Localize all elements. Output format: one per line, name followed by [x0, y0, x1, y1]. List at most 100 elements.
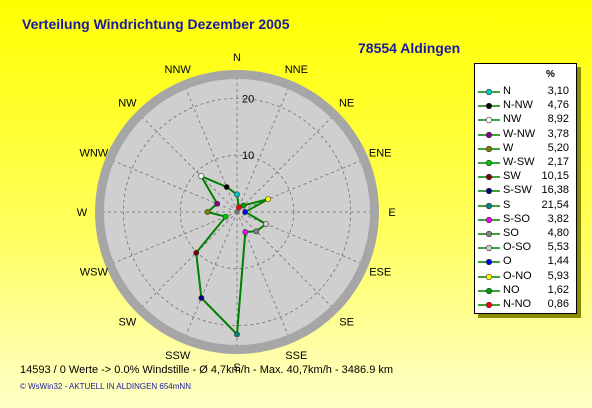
legend-item-value: 10,15 [541, 170, 569, 182]
data-point-sw [194, 250, 199, 255]
legend-item-name: O-SO [503, 241, 531, 253]
legend-item: S-SO 3,82 [475, 213, 576, 227]
direction-label-nw: NW [118, 97, 137, 109]
legend-marker-icon [478, 243, 500, 253]
data-point-s-so [243, 229, 248, 234]
data-point-nw [199, 174, 204, 179]
data-point-n-nw [224, 184, 229, 189]
legend-item-name: NW [503, 113, 521, 125]
legend-item-value: 3,82 [548, 213, 569, 225]
legend-item-value: 5,93 [548, 270, 569, 282]
legend-item-value: 4,80 [548, 227, 569, 239]
direction-label-ne: NE [339, 97, 354, 109]
legend-item-value: 3,78 [548, 128, 569, 140]
legend-item: S 21,54 [475, 199, 576, 213]
data-point-so [254, 229, 259, 234]
legend-item-name: W [503, 142, 513, 154]
data-point-n [234, 192, 239, 197]
legend-marker-icon [478, 87, 500, 97]
legend-item-value: 0,86 [548, 298, 569, 310]
legend-marker-icon [478, 229, 500, 239]
legend-item-name: N-NW [503, 99, 533, 111]
legend-marker-icon [478, 300, 500, 310]
legend-unit: % [546, 69, 555, 80]
legend-item-value: 1,62 [548, 284, 569, 296]
direction-label-w: W [77, 207, 88, 219]
legend-item: W-NW 3,78 [475, 128, 576, 142]
direction-label-ene: ENE [369, 148, 392, 160]
legend-marker-icon [478, 286, 500, 296]
data-point-s [234, 332, 239, 337]
legend-item-name: SO [503, 227, 519, 239]
direction-label-wnw: WNW [79, 148, 108, 160]
direction-label-nnw: NNW [165, 64, 192, 76]
legend-item: O-NO 5,93 [475, 270, 576, 284]
legend-item: O 1,44 [475, 255, 576, 269]
radial-tick-label-20: 20 [242, 93, 254, 105]
legend-item-name: S-SW [503, 184, 532, 196]
legend-item-value: 4,76 [548, 99, 569, 111]
legend-item: SW 10,15 [475, 170, 576, 184]
legend-item-name: O [503, 255, 512, 267]
legend-item-value: 16,38 [541, 184, 569, 196]
legend-item: NW 8,92 [475, 113, 576, 127]
data-point-s-sw [199, 295, 204, 300]
legend-marker-icon [478, 272, 500, 282]
direction-label-se: SE [339, 317, 354, 329]
legend-item-name: W-SW [503, 156, 535, 168]
legend-item-name: SW [503, 170, 521, 182]
direction-label-sse: SSE [285, 350, 307, 362]
direction-label-nne: NNE [285, 64, 308, 76]
legend-item: SO 4,80 [475, 227, 576, 241]
legend-item-value: 2,17 [548, 156, 569, 168]
legend-item: NO 1,62 [475, 284, 576, 298]
data-point-w-sw [223, 214, 228, 219]
legend-marker-icon [478, 215, 500, 225]
legend-marker-icon [478, 186, 500, 196]
legend-item: O-SO 5,53 [475, 241, 576, 255]
legend-item-name: S [503, 199, 510, 211]
legend-marker-icon [478, 201, 500, 211]
legend-item-name: W-NW [503, 128, 535, 140]
data-point-o-no [266, 197, 271, 202]
legend-item-value: 21,54 [541, 199, 569, 211]
direction-label-ese: ESE [369, 266, 391, 278]
direction-label-sw: SW [119, 317, 137, 329]
legend-item: N 3,10 [475, 85, 576, 99]
data-point-n-no [236, 205, 241, 210]
data-point-w-nw [215, 201, 220, 206]
data-point-o-so [263, 221, 268, 226]
legend-item-name: NO [503, 284, 520, 296]
legend-item-name: O-NO [503, 270, 532, 282]
legend-marker-icon [478, 172, 500, 182]
data-point-w [205, 209, 210, 214]
legend: % N 3,10 N-NW 4,76 NW 8,92 W-NW 3,78 W 5,20 W-SW 2,… [474, 63, 577, 314]
legend-marker-icon [478, 130, 500, 140]
radial-tick-label-10: 10 [242, 150, 254, 162]
footer-stats: 14593 / 0 Werte -> 0.0% Windstille - Ø 4… [20, 364, 393, 376]
legend-item-name: S-SO [503, 213, 530, 225]
data-point-o [243, 209, 248, 214]
direction-label-e: E [388, 207, 395, 219]
direction-label-ssw: SSW [165, 350, 191, 362]
legend-item-name: N [503, 85, 511, 97]
legend-item: N-NW 4,76 [475, 99, 576, 113]
footer-credit: © WsWin32 - AKTUELL IN ALDINGEN 654mNN [20, 382, 191, 391]
legend-item: W 5,20 [475, 142, 576, 156]
legend-item-value: 5,20 [548, 142, 569, 154]
legend-item-value: 3,10 [548, 85, 569, 97]
legend-marker-icon [478, 257, 500, 267]
legend-item: S-SW 16,38 [475, 184, 576, 198]
legend-item-value: 5,53 [548, 241, 569, 253]
legend-item: W-SW 2,17 [475, 156, 576, 170]
legend-marker-icon [478, 101, 500, 111]
legend-item-name: N-NO [503, 298, 531, 310]
legend-marker-icon [478, 115, 500, 125]
direction-label-n: N [233, 52, 241, 64]
legend-marker-icon [478, 144, 500, 154]
legend-item-value: 1,44 [548, 255, 569, 267]
legend-item: N-NO 0,86 [475, 298, 576, 312]
legend-item-value: 8,92 [548, 113, 569, 125]
legend-marker-icon [478, 158, 500, 168]
